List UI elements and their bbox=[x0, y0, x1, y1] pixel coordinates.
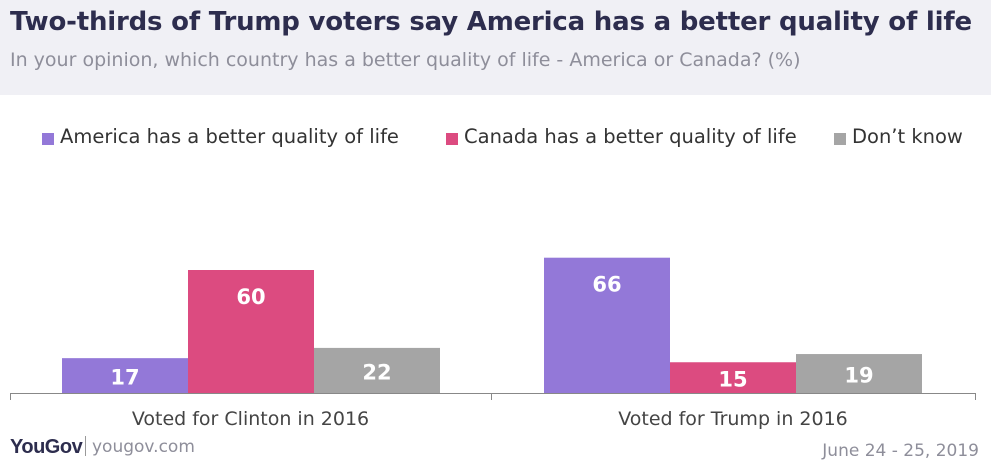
category-label-1: Voted for Trump in 2016 bbox=[618, 408, 848, 430]
legend-label-america: America has a better quality of life bbox=[60, 125, 399, 148]
legend: America has a better quality of life Can… bbox=[0, 125, 991, 151]
data-label-1-0: 66 bbox=[592, 273, 621, 297]
bar-1-2 bbox=[796, 354, 922, 393]
chart-title: Two-thirds of Trump voters say America h… bbox=[10, 7, 972, 37]
yougov-logo: YouGov bbox=[10, 436, 83, 458]
bar-chart: 17 60 22 Voted for Clinton in 2016 66 15 19 Vot… bbox=[10, 257, 976, 430]
footer-url: yougov.com bbox=[92, 437, 195, 457]
data-label-0-1: 60 bbox=[236, 285, 265, 309]
legend-swatch-canada bbox=[446, 133, 458, 145]
chart-subtitle: In your opinion, which country has a bet… bbox=[10, 49, 801, 71]
bar-1-1 bbox=[670, 362, 796, 393]
legend-swatch-america bbox=[42, 133, 54, 145]
bar-0-2 bbox=[314, 347, 440, 393]
footer-divider bbox=[85, 436, 86, 456]
legend-swatch-dont-know bbox=[834, 133, 846, 145]
data-label-1-1: 15 bbox=[718, 368, 747, 392]
bar-1-0 bbox=[544, 257, 670, 393]
bar-0-1 bbox=[188, 270, 314, 393]
legend-label-canada: Canada has a better quality of life bbox=[464, 125, 797, 148]
bar-0-0 bbox=[62, 358, 188, 393]
header-band: Two-thirds of Trump voters say America h… bbox=[0, 0, 991, 95]
data-label-0-2: 22 bbox=[362, 360, 391, 384]
data-label-1-2: 19 bbox=[844, 364, 873, 388]
category-label-0: Voted for Clinton in 2016 bbox=[132, 408, 369, 430]
survey-date: June 24 - 25, 2019 bbox=[822, 441, 979, 461]
data-label-0-0: 17 bbox=[110, 366, 139, 390]
legend-label-dont-know: Don’t know bbox=[852, 125, 963, 148]
